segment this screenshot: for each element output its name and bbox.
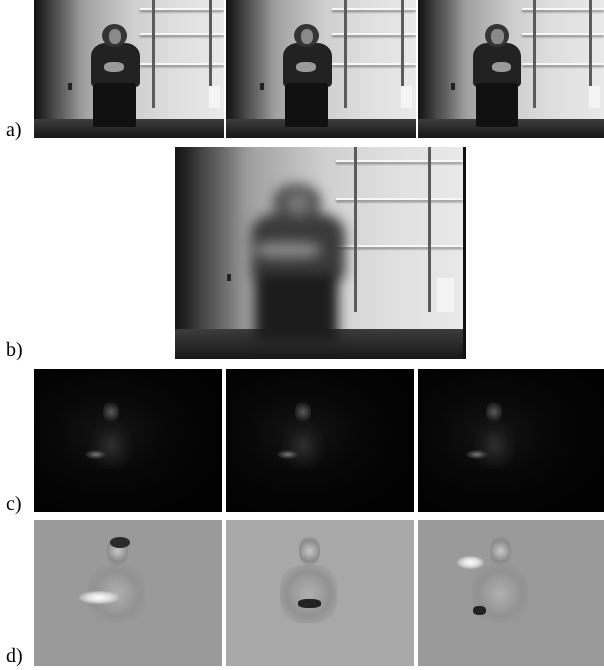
shelf [522,33,604,36]
shelf [336,159,463,162]
flow-figure [457,534,533,643]
shelf [336,197,463,200]
shelf-post [400,0,404,108]
wall-shadow [175,147,245,359]
shelf [332,63,416,66]
wall-shadow [226,0,272,138]
shelf [140,8,224,11]
blurred-person [244,181,353,342]
frame-c1 [34,369,222,512]
wall-outlet [451,82,456,90]
frame-d1 [34,520,222,666]
white-box [400,85,413,108]
frame-a3 [418,0,604,138]
wall-outlet [260,82,265,90]
shelf [140,63,224,66]
shelf-post [151,0,155,108]
label-d: d) [6,645,23,667]
shelf [522,63,604,66]
shelf [522,8,604,11]
frame-b-blurred [175,147,466,359]
floor [34,118,224,138]
wall-outlet [226,274,231,282]
label-b: b) [6,339,23,361]
flow-figure [275,534,343,643]
seated-person [279,22,336,127]
shelf [332,8,416,11]
shelf-post [533,0,537,108]
shelf-post [353,147,357,313]
seated-person [470,22,526,127]
shelf-post [589,0,593,108]
white-box [208,85,221,108]
frame-d3 [418,520,604,666]
wall-outlet [68,82,73,90]
label-c: c) [6,493,22,515]
frame-c3 [418,369,604,512]
shelf [140,33,224,36]
white-box [589,85,601,108]
flow-figure [78,534,151,643]
frame-c2 [226,369,414,512]
shelf-post [343,0,347,108]
label-a: a) [6,119,22,141]
shelf-post [428,147,432,313]
floor [226,118,416,138]
seated-person [87,22,144,127]
wall-shadow [418,0,463,138]
shelf-post [208,0,212,108]
shelf [336,244,463,247]
person-silhouette [276,400,324,486]
shelf [332,33,416,36]
frame-d2 [226,520,414,666]
person-silhouette [84,400,132,486]
floor [418,118,604,138]
frame-a1 [34,0,224,138]
white-box [437,278,455,313]
person-silhouette [465,400,515,486]
frame-a2 [226,0,416,138]
wall-shadow [34,0,80,138]
